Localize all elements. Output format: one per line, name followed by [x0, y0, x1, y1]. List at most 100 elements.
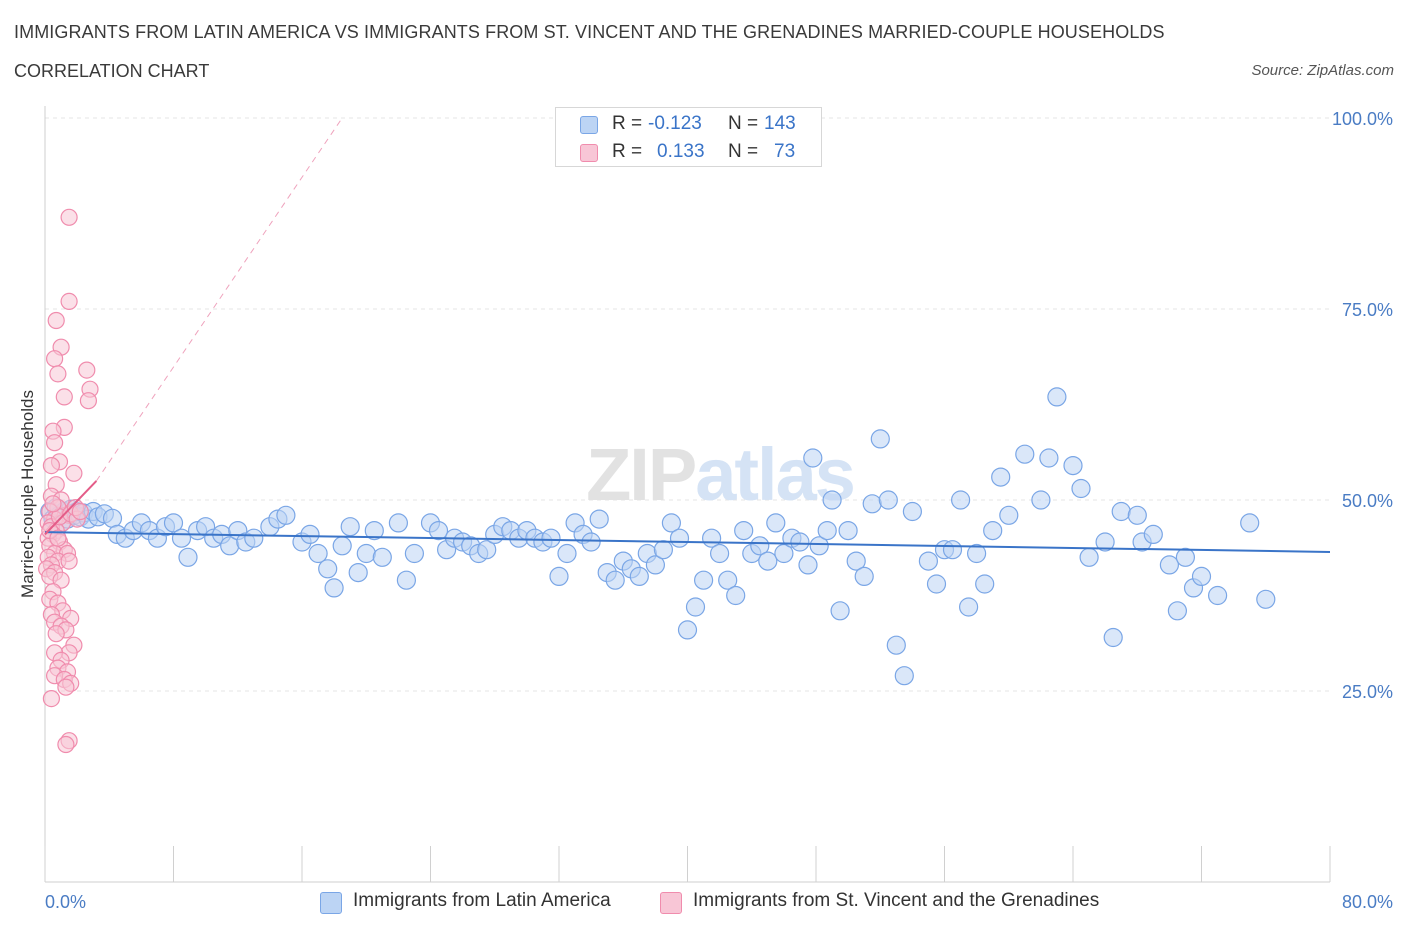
point-latin-america — [171, 528, 192, 548]
point-latin-america — [685, 597, 706, 617]
y-tick-label: 100.0% — [1332, 109, 1393, 129]
y-tick-label: 50.0% — [1342, 491, 1393, 511]
point-latin-america — [581, 532, 601, 552]
n-label: N = — [728, 141, 759, 162]
trend-line-st-vincent-extended — [95, 117, 343, 482]
n-label: N = — [728, 113, 759, 134]
point-latin-america — [1111, 501, 1131, 522]
point-latin-america — [102, 508, 123, 528]
point-latin-america — [809, 536, 829, 556]
point-st-vincent — [79, 392, 98, 410]
point-latin-america — [661, 513, 682, 533]
point-st-vincent — [44, 495, 62, 513]
point-latin-america — [942, 540, 963, 560]
point-latin-america — [766, 513, 786, 533]
point-latin-america — [975, 574, 995, 594]
point-latin-america — [669, 528, 690, 548]
point-st-vincent — [57, 678, 75, 696]
point-latin-america — [300, 524, 320, 545]
point-latin-america — [838, 520, 858, 541]
point-latin-america — [541, 528, 561, 548]
point-st-vincent — [71, 502, 89, 521]
point-latin-america — [926, 574, 947, 594]
point-latin-america — [372, 547, 392, 567]
point-latin-america — [1079, 547, 1099, 567]
point-latin-america — [605, 570, 625, 590]
point-latin-america — [308, 543, 328, 564]
trend-line-st-vincent — [44, 480, 98, 536]
point-latin-america — [629, 566, 649, 587]
point-latin-america — [870, 429, 890, 449]
point-latin-america — [958, 597, 979, 617]
point-latin-america — [477, 540, 497, 560]
point-latin-america — [999, 505, 1019, 525]
point-latin-america — [178, 547, 198, 567]
point-latin-america — [693, 570, 714, 590]
trend-lines — [44, 480, 1331, 553]
r-label: R = — [612, 141, 643, 162]
point-st-vincent — [42, 457, 61, 475]
point-latin-america — [1063, 456, 1083, 476]
point-latin-america — [549, 566, 569, 587]
point-st-vincent — [45, 350, 64, 368]
point-latin-america — [332, 536, 352, 556]
legend-swatch-blue — [320, 892, 342, 914]
point-latin-america — [1039, 448, 1059, 468]
point-st-vincent — [78, 361, 96, 379]
point-st-vincent — [60, 552, 78, 570]
point-st-vincent — [60, 292, 78, 310]
point-latin-america — [1103, 627, 1123, 648]
point-latin-america — [830, 601, 850, 621]
point-st-vincent — [45, 434, 64, 452]
point-latin-america — [790, 532, 810, 552]
point-latin-america — [244, 528, 264, 548]
point-st-vincent — [47, 311, 65, 330]
point-latin-america — [991, 467, 1011, 487]
point-latin-america — [1191, 566, 1212, 587]
trend-line-latin-america — [44, 531, 1331, 553]
stats-legend: R = -0.123 N = 143 R = 0.133 N = 73 — [555, 107, 822, 167]
point-latin-america — [1143, 524, 1163, 545]
point-latin-america — [1031, 490, 1051, 510]
y-tick-label: 25.0% — [1342, 682, 1393, 702]
point-latin-america — [364, 520, 384, 541]
chart-subtitle: CORRELATION CHART — [14, 61, 210, 81]
point-latin-america — [404, 543, 424, 564]
point-st-vincent — [60, 208, 78, 226]
x-tick-label-min: 0.0% — [45, 892, 86, 912]
y-axis-title: Married-couple Households — [18, 390, 37, 598]
point-latin-america — [758, 551, 778, 571]
point-latin-america — [854, 566, 874, 587]
legend-swatch-pink — [660, 892, 682, 914]
point-latin-america — [557, 543, 577, 564]
point-latin-america — [1095, 532, 1115, 552]
legend-label: Immigrants from Latin America — [353, 890, 611, 911]
point-latin-america — [163, 513, 184, 533]
point-latin-america — [1159, 555, 1180, 575]
point-latin-america — [966, 543, 987, 564]
r-label: R = — [612, 113, 643, 134]
chart-title: IMMIGRANTS FROM LATIN AMERICA VS IMMIGRA… — [14, 22, 1165, 42]
point-latin-america — [894, 666, 914, 686]
point-st-vincent — [55, 388, 73, 406]
y-tick-label: 75.0% — [1342, 300, 1393, 320]
point-latin-america — [1207, 585, 1228, 606]
point-latin-america — [276, 505, 296, 525]
point-st-vincent — [57, 735, 75, 754]
point-latin-america — [1240, 513, 1260, 533]
point-latin-america — [734, 520, 754, 541]
point-latin-america — [902, 501, 923, 522]
chart-source: Source: ZipAtlas.com — [1251, 62, 1394, 79]
y-tick-labels: 25.0% 50.0% 75.0% 100.0% — [1332, 109, 1393, 702]
point-latin-america — [750, 536, 770, 556]
point-latin-america — [653, 540, 674, 560]
point-latin-america — [356, 543, 376, 564]
point-latin-america — [822, 490, 842, 510]
point-latin-america — [983, 520, 1003, 541]
legend-swatch-pink — [580, 144, 598, 162]
point-latin-america — [709, 543, 730, 564]
point-latin-america — [918, 551, 939, 571]
r-value: -0.123 — [648, 113, 702, 134]
point-latin-america — [645, 555, 666, 575]
